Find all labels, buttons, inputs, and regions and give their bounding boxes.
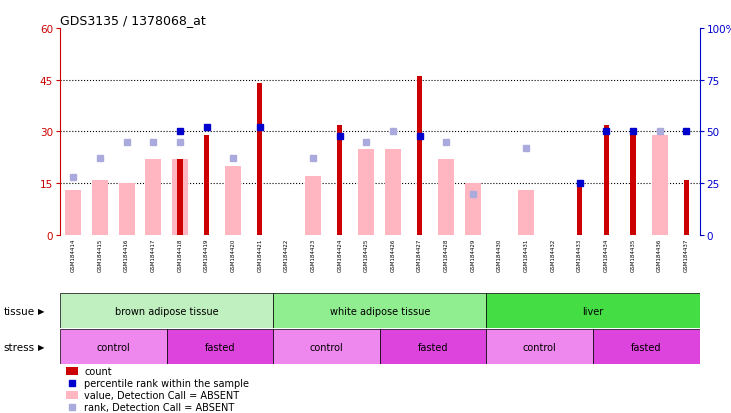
Text: GSM184419: GSM184419 xyxy=(204,237,209,271)
Text: stress: stress xyxy=(4,342,35,352)
Bar xyxy=(358,150,374,235)
Bar xyxy=(145,160,162,235)
Bar xyxy=(630,135,635,235)
Bar xyxy=(172,160,188,235)
Text: GSM184424: GSM184424 xyxy=(337,237,342,271)
Text: GSM184423: GSM184423 xyxy=(311,237,316,271)
Bar xyxy=(486,293,700,328)
Text: percentile rank within the sample: percentile rank within the sample xyxy=(84,378,249,388)
Bar xyxy=(593,329,700,364)
Text: GSM184427: GSM184427 xyxy=(417,237,423,271)
Bar xyxy=(683,180,689,235)
Bar xyxy=(67,391,77,399)
Text: tissue: tissue xyxy=(4,306,35,316)
Bar xyxy=(67,368,77,375)
Bar xyxy=(225,166,241,235)
Bar xyxy=(380,329,486,364)
Bar xyxy=(118,184,135,235)
Text: GSM184415: GSM184415 xyxy=(97,237,102,271)
Bar xyxy=(60,329,167,364)
Bar xyxy=(65,191,81,235)
Text: rank, Detection Call = ABSENT: rank, Detection Call = ABSENT xyxy=(84,402,235,412)
Bar xyxy=(92,180,108,235)
Text: control: control xyxy=(309,342,344,352)
Bar xyxy=(417,77,423,235)
Bar xyxy=(439,160,455,235)
Bar xyxy=(273,329,380,364)
Text: GSM184428: GSM184428 xyxy=(444,237,449,271)
Text: GSM184417: GSM184417 xyxy=(151,237,156,271)
Text: GSM184434: GSM184434 xyxy=(604,237,609,271)
Text: value, Detection Call = ABSENT: value, Detection Call = ABSENT xyxy=(84,390,239,400)
Bar xyxy=(518,191,534,235)
Text: GSM184437: GSM184437 xyxy=(683,237,689,271)
Text: brown adipose tissue: brown adipose tissue xyxy=(115,306,219,316)
Text: GSM184429: GSM184429 xyxy=(471,237,476,271)
Text: GSM184421: GSM184421 xyxy=(257,237,262,271)
Bar xyxy=(257,84,262,235)
Text: GSM184420: GSM184420 xyxy=(231,237,235,271)
Text: count: count xyxy=(84,366,112,376)
Text: fasted: fasted xyxy=(205,342,235,352)
Text: GSM184432: GSM184432 xyxy=(550,237,556,271)
Bar xyxy=(486,329,593,364)
Text: GSM184418: GSM184418 xyxy=(178,237,182,271)
Text: fasted: fasted xyxy=(418,342,448,352)
Bar xyxy=(385,150,401,235)
Bar xyxy=(604,125,609,235)
Bar xyxy=(177,160,183,235)
Bar xyxy=(305,177,321,235)
Text: ▶: ▶ xyxy=(38,342,45,351)
Text: GSM184416: GSM184416 xyxy=(124,237,129,271)
Bar xyxy=(204,135,209,235)
Bar xyxy=(577,184,583,235)
Text: GSM184414: GSM184414 xyxy=(71,237,76,271)
Text: fasted: fasted xyxy=(631,342,662,352)
Text: control: control xyxy=(96,342,130,352)
Text: GSM184425: GSM184425 xyxy=(364,237,369,271)
Bar xyxy=(465,184,481,235)
Bar xyxy=(651,135,667,235)
Text: control: control xyxy=(523,342,556,352)
Text: liver: liver xyxy=(583,306,604,316)
Text: GSM184422: GSM184422 xyxy=(284,237,289,271)
Bar xyxy=(337,125,342,235)
Text: GSM184433: GSM184433 xyxy=(577,237,582,271)
Text: white adipose tissue: white adipose tissue xyxy=(330,306,430,316)
Bar xyxy=(60,293,273,328)
Bar xyxy=(273,293,486,328)
Text: ▶: ▶ xyxy=(38,306,45,315)
Text: GSM184435: GSM184435 xyxy=(630,237,635,271)
Bar xyxy=(167,329,273,364)
Text: GSM184430: GSM184430 xyxy=(497,237,502,271)
Text: GDS3135 / 1378068_at: GDS3135 / 1378068_at xyxy=(60,14,205,27)
Text: GSM184436: GSM184436 xyxy=(657,237,662,271)
Text: GSM184426: GSM184426 xyxy=(390,237,395,271)
Text: GSM184431: GSM184431 xyxy=(524,237,529,271)
